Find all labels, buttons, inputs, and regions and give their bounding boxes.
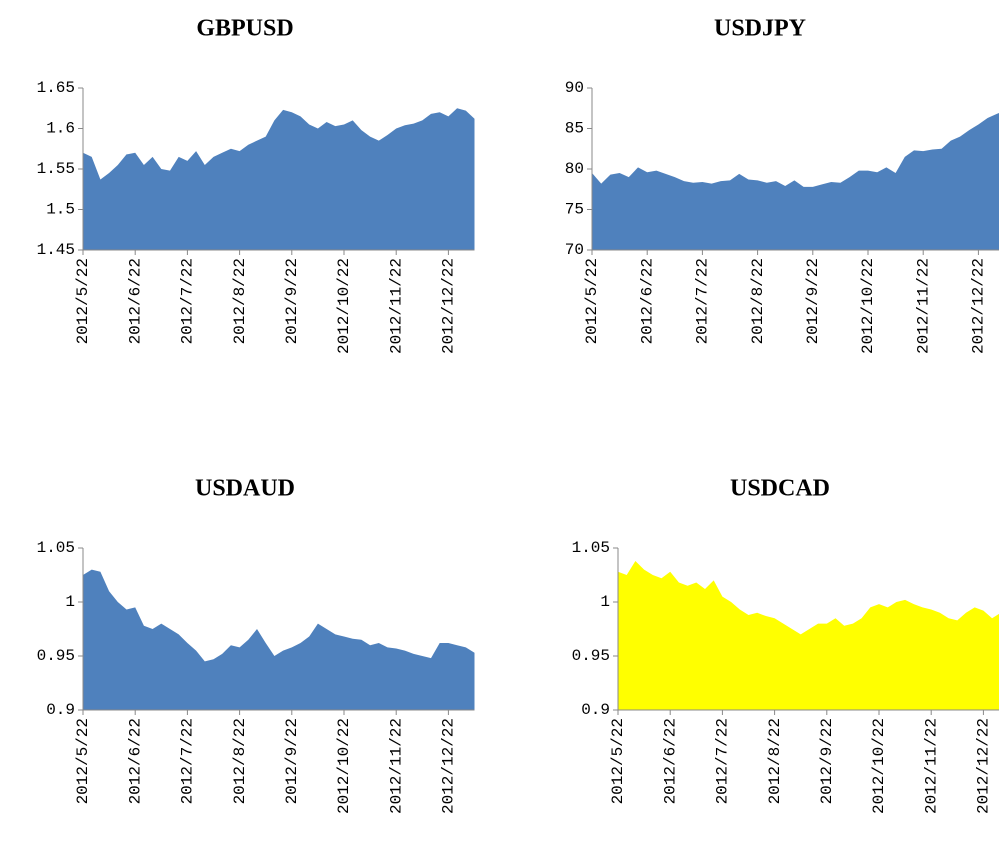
y-tick-label: 1.05	[37, 539, 75, 557]
x-tick-label: 2012/12/22	[975, 718, 993, 814]
y-tick-label: 75	[565, 201, 584, 219]
x-tick-label: 2012/9/22	[818, 718, 836, 804]
x-tick-label: 2012/12/22	[440, 258, 458, 354]
x-tick-label: 2012/12/22	[970, 258, 988, 354]
area	[83, 108, 475, 250]
y-tick-label: 1.5	[46, 201, 75, 219]
area	[83, 569, 475, 710]
y-tick-label: 1	[600, 593, 610, 611]
chart-title: GBPUSD	[196, 16, 293, 42]
y-tick-label: 80	[565, 160, 584, 178]
y-tick-label: 90	[565, 79, 584, 97]
chart-title: USDJPY	[714, 16, 806, 42]
x-tick-label: 2012/8/22	[749, 258, 767, 344]
x-tick-label: 2012/10/22	[859, 258, 877, 354]
x-tick-label: 2012/6/22	[661, 718, 679, 804]
x-tick-label: 2012/7/22	[179, 718, 197, 804]
x-tick-label: 2012/8/22	[766, 718, 784, 804]
x-tick-label: 2012/10/22	[335, 718, 353, 814]
x-tick-label: 2012/10/22	[870, 718, 888, 814]
x-tick-label: 2012/8/22	[231, 718, 249, 804]
y-tick-label: 0.95	[572, 647, 610, 665]
chart-title: USDCAD	[730, 476, 830, 502]
chart-title: USDAUD	[195, 476, 295, 502]
y-tick-label: 1.6	[46, 120, 75, 138]
x-tick-label: 2012/11/22	[922, 718, 940, 814]
x-tick-label: 2012/9/22	[804, 258, 822, 344]
x-tick-label: 2012/11/22	[914, 258, 932, 354]
x-tick-label: 2012/8/22	[231, 258, 249, 344]
x-tick-label: 2012/7/22	[714, 718, 732, 804]
x-tick-label: 2012/10/22	[335, 258, 353, 354]
x-tick-label: 2012/7/22	[694, 258, 712, 344]
x-tick-label: 2012/5/22	[609, 718, 627, 804]
area	[618, 560, 999, 710]
x-tick-label: 2012/5/22	[74, 718, 92, 804]
y-tick-label: 0.95	[37, 647, 75, 665]
x-tick-label: 2012/6/22	[638, 258, 656, 344]
x-tick-label: 2012/12/22	[440, 718, 458, 814]
y-tick-label: 1	[65, 593, 75, 611]
y-tick-label: 1.65	[37, 79, 75, 97]
y-tick-label: 1.05	[572, 539, 610, 557]
x-tick-label: 2012/5/22	[74, 258, 92, 344]
x-tick-label: 2012/6/22	[126, 718, 144, 804]
x-tick-label: 2012/11/22	[387, 258, 405, 354]
y-tick-label: 0.9	[46, 701, 75, 719]
x-tick-label: 2012/7/22	[179, 258, 197, 344]
x-tick-label: 2012/5/22	[583, 258, 601, 344]
x-tick-label: 2012/9/22	[283, 258, 301, 344]
x-tick-label: 2012/11/22	[387, 718, 405, 814]
y-tick-label: 70	[565, 241, 584, 259]
y-tick-label: 85	[565, 120, 584, 138]
y-tick-label: 1.45	[37, 241, 75, 259]
x-tick-label: 2012/9/22	[283, 718, 301, 804]
area	[592, 112, 999, 250]
x-tick-label: 2012/6/22	[126, 258, 144, 344]
y-tick-label: 0.9	[581, 701, 610, 719]
y-tick-label: 1.55	[37, 160, 75, 178]
